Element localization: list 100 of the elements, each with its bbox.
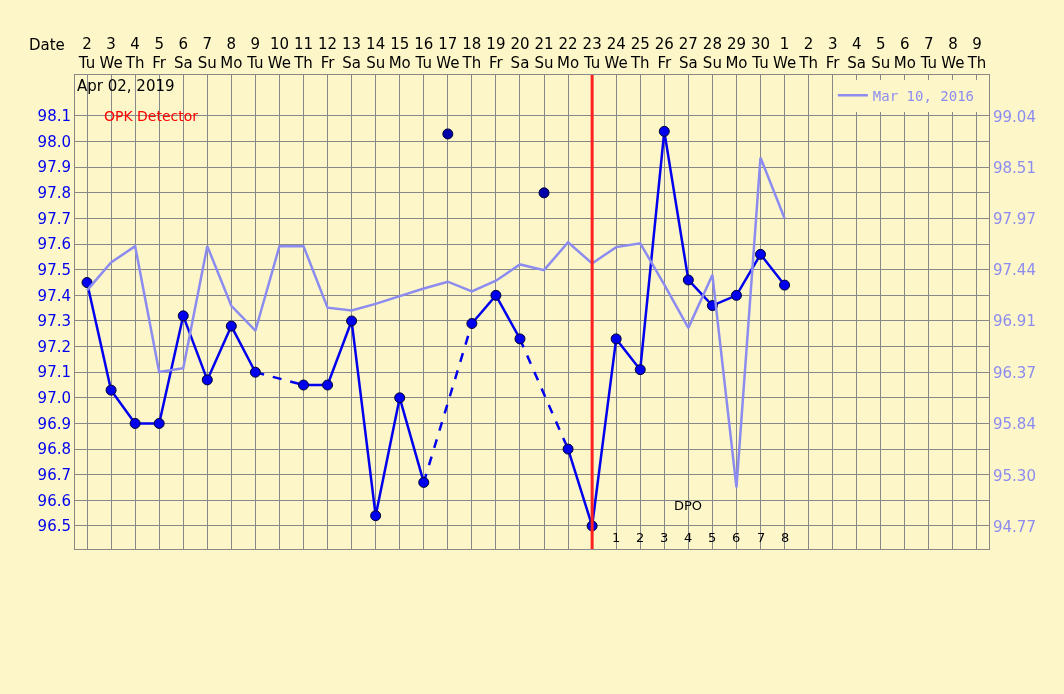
point [658, 125, 670, 137]
point [418, 476, 430, 488]
point [779, 279, 791, 291]
point [755, 248, 766, 260]
annotation: 1 [612, 530, 621, 545]
y2-tick-label: 95.30 [993, 467, 1036, 486]
x-tick-label: 2 Th [798, 34, 818, 72]
y2-tick-label: 99.04 [993, 107, 1036, 126]
annotation: 5 [708, 530, 717, 545]
x-tick-label: 25 Th [629, 34, 650, 72]
y-tick-label: 97.1 [37, 363, 71, 382]
point [81, 277, 93, 289]
annotation: OPK Detector [104, 108, 199, 124]
y-tick-label: 96.8 [37, 440, 71, 459]
y2-tick-label: 94.77 [993, 518, 1036, 537]
y-tick-label: 96.9 [37, 414, 71, 433]
x-tick-label: 9 Tu [246, 34, 264, 72]
point [129, 417, 141, 429]
annotation: 6 [732, 530, 741, 545]
y-tick-label: 97.4 [37, 286, 71, 305]
annotation: 3 [660, 530, 669, 545]
x-tick-label: 28 Su [702, 34, 722, 72]
y-tick-label: 97.9 [37, 158, 71, 177]
x-tick-label: 2 Tu [77, 34, 96, 72]
point [442, 128, 454, 140]
x-tick-label: 19 Fr [486, 34, 506, 72]
y2-tick-label: 97.44 [993, 261, 1036, 280]
point [322, 379, 334, 391]
annotation: 7 [757, 530, 766, 545]
y2-tick-label: 96.91 [993, 312, 1036, 331]
line-series [85, 156, 786, 489]
x-tick-label: 13 Sa [342, 34, 362, 72]
annotation: DPO [674, 498, 703, 513]
x-axis-title: Date [29, 36, 65, 54]
point [346, 315, 358, 327]
x-tick-label: 14 Su [366, 34, 386, 72]
point [562, 443, 574, 455]
x-tick-label: 24 We [604, 34, 628, 72]
y2-tick-label: 95.84 [993, 415, 1036, 434]
x-tick-label: 16 Tu [414, 34, 434, 72]
y-tick-label: 97.7 [37, 209, 71, 228]
point [105, 384, 117, 396]
y-tick-label: 97.2 [37, 337, 71, 356]
x-tick-label: 1 We [772, 34, 797, 72]
x-tick-label: 7 Tu [919, 34, 938, 72]
x-tick-label: 5 Fr [152, 34, 167, 72]
point [249, 366, 261, 378]
x-tick-label: 30 Tu [750, 34, 771, 72]
legend-label: Mar 10, 2016 [872, 87, 975, 104]
x-tick-label: 7 Su [197, 34, 217, 72]
point [201, 374, 213, 386]
y2-tick-label: 97.97 [993, 210, 1036, 229]
point [634, 364, 646, 376]
x-tick-label: 11 Th [293, 34, 314, 72]
x-tick-label: 4 Th [124, 34, 145, 72]
y-tick-label: 96.6 [37, 491, 71, 510]
x-tick-label: 26 Fr [654, 34, 674, 72]
point [370, 510, 382, 522]
x-tick-label: 12 Fr [318, 34, 338, 72]
point [466, 318, 478, 330]
x-tick-label: 23 Tu [582, 34, 602, 72]
x-tick-label: 18 Th [461, 34, 482, 72]
x-tick-label: 10 We [267, 34, 292, 72]
y-tick-label: 98.1 [37, 107, 71, 126]
point [225, 320, 237, 332]
x-tick-label: 9 Th [966, 34, 987, 72]
x-tick-label: 29 Mo [725, 34, 748, 72]
x-tick-label: 27 Sa [678, 34, 698, 72]
y-tick-label: 97.6 [37, 235, 71, 254]
annotation: 8 [781, 530, 790, 545]
point [298, 379, 309, 391]
annotation: 4 [684, 530, 693, 545]
point [153, 417, 165, 429]
x-tick-label: 6 Sa [173, 34, 193, 72]
x-tick-label: 4 Sa [847, 34, 867, 72]
y-tick-label: 98.0 [37, 132, 71, 151]
x-tick-label: 3 Fr [825, 34, 841, 72]
point [730, 289, 742, 301]
annotation: 2 [636, 530, 645, 545]
x-tick-label: 22 Mo [557, 34, 580, 72]
annotation: Apr 02, 2019 [77, 77, 175, 95]
y-tick-label: 97.3 [37, 312, 71, 331]
x-tick-label: 8 We [941, 34, 965, 72]
point [682, 274, 694, 286]
y2-tick-label: 96.37 [993, 364, 1036, 383]
y-tick-label: 96.5 [37, 517, 71, 536]
x-tick-label: 5 Su [871, 34, 891, 72]
point [394, 392, 406, 404]
point [177, 310, 189, 322]
x-tick-label: 3 We [99, 34, 123, 72]
y2-tick-label: 98.51 [993, 158, 1036, 177]
x-tick-label: 20 Sa [510, 34, 530, 72]
x-tick-label: 17 We [436, 34, 460, 72]
x-tick-label: 6 Mo [893, 34, 916, 72]
point [610, 333, 622, 345]
x-tick-label: 15 Mo [388, 34, 411, 72]
y-tick-label: 96.7 [37, 465, 71, 484]
y-tick-label: 97.8 [37, 184, 71, 203]
y-tick-label: 97.0 [37, 389, 71, 408]
x-tick-label: 8 Mo [220, 34, 243, 72]
